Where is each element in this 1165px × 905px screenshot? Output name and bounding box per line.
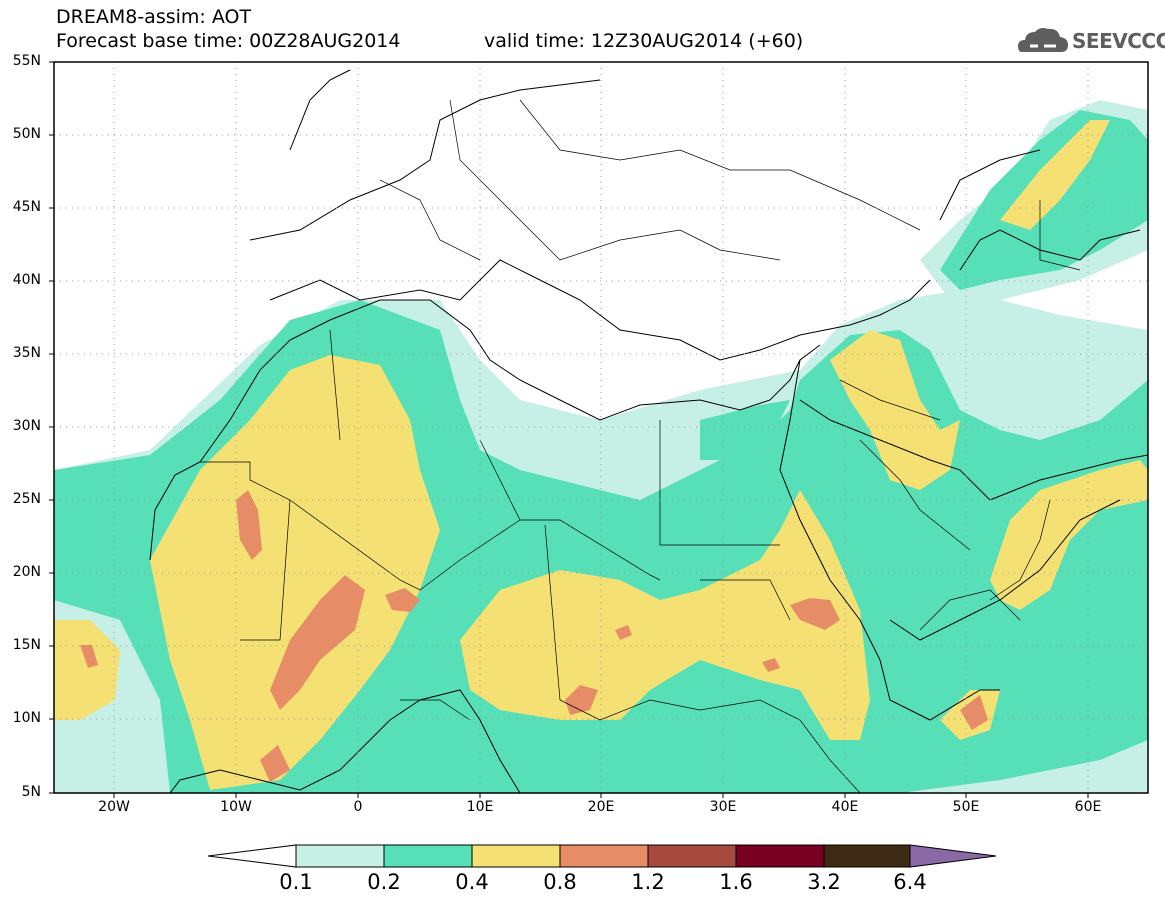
lon-label: 30E [709, 799, 737, 815]
coastlines [149, 69, 1148, 793]
colorbar-bin-3 [471, 844, 561, 868]
colorbar-bin-7 [823, 844, 911, 868]
lon-label: 20E [587, 799, 615, 815]
colorbar-low-arrow [207, 844, 297, 868]
colorbar-bin-5 [647, 844, 737, 868]
colorbar-label: 0.4 [455, 870, 489, 894]
lon-label: 40E [831, 799, 859, 815]
lat-label: 50N [12, 126, 41, 142]
colorbar-high-arrow [909, 844, 997, 868]
colorbar-bin-6 [735, 844, 825, 868]
lat-label: 45N [12, 199, 41, 215]
lat-label: 40N [12, 272, 41, 288]
lon-label: 10E [466, 799, 494, 815]
colorbar-label: 0.2 [367, 870, 401, 894]
lat-label: 25N [12, 491, 41, 507]
country-borders [200, 99, 1081, 793]
lon-label: 0 [353, 799, 363, 815]
lon-label: 50E [952, 799, 980, 815]
lat-label: 10N [12, 710, 41, 726]
lat-label: 55N [12, 53, 41, 69]
axis-ticks [49, 61, 1089, 798]
lat-label: 5N [21, 784, 41, 800]
lat-label: 35N [12, 345, 41, 361]
lon-label: 10W [220, 799, 252, 815]
lon-label: 60E [1074, 799, 1102, 815]
forecast-base-time: Forecast base time: 00Z28AUG2014 [56, 30, 401, 52]
colorbar-label: 0.8 [543, 870, 577, 894]
colorbar-label: 1.2 [631, 870, 665, 894]
valid-time: valid time: 12Z30AUG2014 (+60) [484, 30, 804, 52]
cloud-icon [1018, 28, 1068, 52]
colorbar-label: 0.1 [279, 870, 313, 894]
colorbar-bin-2 [383, 844, 473, 868]
colorbar-label: 3.2 [807, 870, 841, 894]
lat-label: 30N [12, 418, 41, 434]
lon-label: 20W [98, 799, 130, 815]
colorbar-label: 1.6 [719, 870, 753, 894]
colorbar-bin-1 [295, 844, 385, 868]
logo-text: SEEVCCC [1072, 29, 1165, 53]
colorbar-label: 6.4 [893, 870, 927, 894]
lat-label: 15N [12, 637, 41, 653]
aot-level-0-8 [80, 490, 988, 782]
map-title: DREAM8-assim: AOT [56, 6, 252, 28]
graticule [54, 62, 1148, 793]
lat-label: 20N [12, 564, 41, 580]
colorbar [207, 844, 997, 868]
colorbar-bin-4 [559, 844, 649, 868]
